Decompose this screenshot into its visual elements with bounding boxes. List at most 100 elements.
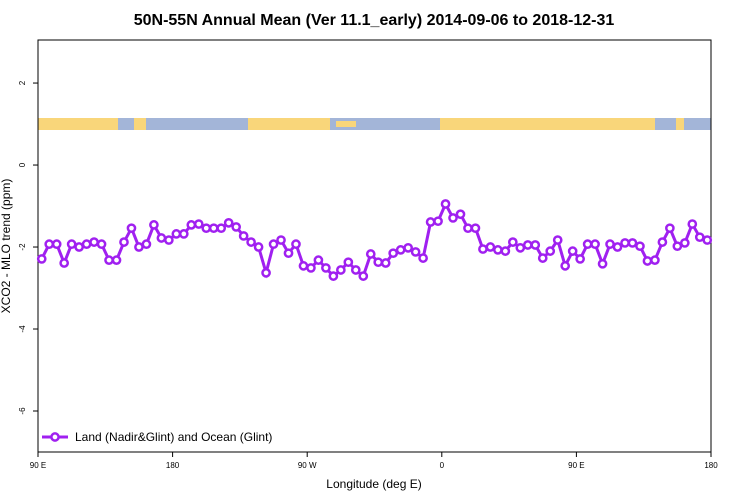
- data-point: [208, 223, 219, 234]
- data-point: [81, 239, 92, 250]
- data-point: [440, 199, 451, 209]
- data-point: [186, 220, 197, 230]
- data-point: [657, 237, 668, 247]
- data-point: [515, 242, 526, 253]
- data-point: [665, 223, 675, 234]
- data-point: [605, 239, 615, 250]
- data-point: [350, 265, 361, 275]
- data-point: [545, 246, 556, 256]
- data-point: [403, 242, 413, 253]
- data-point: [283, 248, 294, 259]
- data-point: [89, 237, 99, 247]
- x-tick-label: 90 E: [30, 461, 46, 470]
- data-point: [74, 242, 84, 252]
- data-point: [104, 255, 114, 265]
- data-point: [156, 233, 167, 243]
- plot-frame: [37, 39, 712, 453]
- data-point: [410, 247, 421, 257]
- data-point: [635, 241, 645, 252]
- data-point: [582, 239, 593, 250]
- data-point: [620, 238, 630, 248]
- data-point: [552, 235, 563, 245]
- data-point: [463, 223, 473, 234]
- data-point: [126, 223, 137, 234]
- chart-title: 50N-55N Annual Mean (Ver 11.1_early) 201…: [134, 12, 615, 29]
- data-point: [507, 237, 518, 247]
- data-point: [298, 261, 309, 271]
- x-tick-label: 180: [166, 461, 180, 470]
- data-point: [530, 240, 541, 250]
- data-point: [253, 242, 264, 252]
- data-point: [44, 239, 55, 250]
- data-point: [59, 258, 70, 268]
- y-tick-label: -4: [18, 325, 27, 333]
- data-point: [119, 237, 129, 247]
- land-ocean-band: [38, 118, 711, 130]
- y-tick-label: -2: [18, 243, 27, 251]
- x-axis-label: Longitude (deg E): [326, 477, 421, 491]
- x-tick-label: 90 W: [298, 461, 317, 470]
- data-point: [216, 223, 227, 234]
- data-point: [470, 223, 481, 234]
- data-point: [231, 222, 242, 232]
- data-point: [679, 238, 690, 248]
- x-tick-label: 180: [704, 461, 718, 470]
- legend-label: Land (Nadir&Glint) and Ocean (Glint): [75, 430, 272, 444]
- data-point: [672, 241, 683, 252]
- data-point: [321, 263, 331, 273]
- data-point: [193, 219, 204, 229]
- data-point: [537, 253, 548, 263]
- data-point: [276, 235, 286, 245]
- data-point: [612, 242, 623, 252]
- data-point: [590, 239, 600, 250]
- data-point: [485, 242, 496, 252]
- y-tick-label: 2: [18, 80, 27, 85]
- data-point: [627, 238, 638, 248]
- data-point: [36, 254, 47, 264]
- data-point: [238, 231, 249, 241]
- data-point: [313, 255, 324, 265]
- data-point: [223, 217, 234, 228]
- data-point: [111, 255, 122, 265]
- data-point: [395, 245, 406, 255]
- data-point: [96, 239, 107, 250]
- data-point: [336, 265, 346, 275]
- data-point: [306, 263, 316, 273]
- data-point: [650, 255, 660, 265]
- data-point: [343, 257, 354, 268]
- legend-marker: [50, 432, 60, 442]
- data-point: [328, 271, 339, 281]
- series-line: [40, 200, 708, 279]
- data-point: [178, 229, 189, 239]
- data-point: [500, 246, 511, 256]
- data-point: [268, 239, 279, 250]
- data-point: [575, 254, 585, 264]
- data-point: [291, 239, 301, 250]
- y-tick-label: -6: [18, 407, 27, 415]
- data-point: [425, 217, 436, 227]
- data-point: [493, 245, 503, 255]
- data-point: [246, 237, 256, 247]
- data-point: [373, 257, 384, 268]
- y-axis-label: XCO2 - MLO trend (ppm): [0, 179, 13, 314]
- data-point: [560, 261, 571, 271]
- data-point: [149, 220, 159, 230]
- data-point: [134, 242, 144, 252]
- data-point: [455, 209, 466, 220]
- data-point: [702, 235, 713, 245]
- data-point: [171, 229, 182, 239]
- data-point: [365, 249, 376, 259]
- data-point: [694, 232, 705, 243]
- data-point: [51, 239, 62, 250]
- data-point: [201, 223, 212, 234]
- data-point: [141, 239, 152, 250]
- data-point: [522, 240, 533, 250]
- data-point: [478, 244, 488, 254]
- data-point: [597, 258, 608, 269]
- data-point: [642, 256, 653, 266]
- y-tick-label: 0: [18, 162, 27, 167]
- data-point: [380, 258, 391, 268]
- data-point: [448, 213, 458, 223]
- data-point: [687, 219, 698, 229]
